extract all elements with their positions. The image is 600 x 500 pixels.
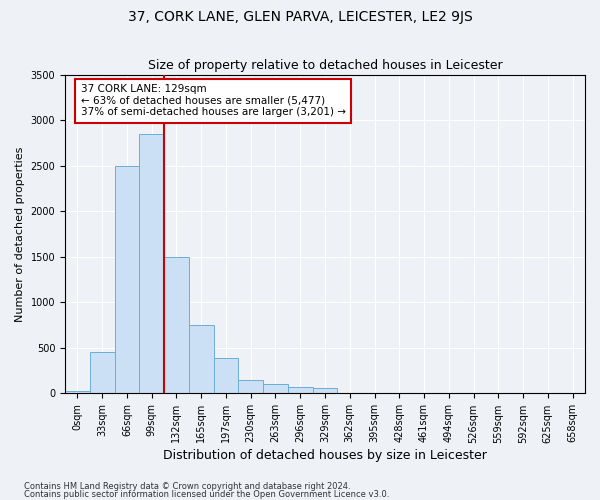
Text: 37, CORK LANE, GLEN PARVA, LEICESTER, LE2 9JS: 37, CORK LANE, GLEN PARVA, LEICESTER, LE… bbox=[128, 10, 472, 24]
Bar bbox=[164, 257, 189, 394]
Bar bbox=[139, 134, 164, 394]
Bar bbox=[313, 388, 337, 394]
Text: Contains HM Land Registry data © Crown copyright and database right 2024.: Contains HM Land Registry data © Crown c… bbox=[24, 482, 350, 491]
Title: Size of property relative to detached houses in Leicester: Size of property relative to detached ho… bbox=[148, 59, 502, 72]
Bar bbox=[288, 386, 313, 394]
Bar bbox=[238, 380, 263, 394]
Bar bbox=[90, 352, 115, 394]
Text: 37 CORK LANE: 129sqm
← 63% of detached houses are smaller (5,477)
37% of semi-de: 37 CORK LANE: 129sqm ← 63% of detached h… bbox=[80, 84, 346, 117]
Bar bbox=[214, 358, 238, 394]
Bar bbox=[65, 390, 90, 394]
Bar bbox=[263, 384, 288, 394]
Bar bbox=[115, 166, 139, 394]
X-axis label: Distribution of detached houses by size in Leicester: Distribution of detached houses by size … bbox=[163, 450, 487, 462]
Text: Contains public sector information licensed under the Open Government Licence v3: Contains public sector information licen… bbox=[24, 490, 389, 499]
Y-axis label: Number of detached properties: Number of detached properties bbox=[15, 146, 25, 322]
Bar bbox=[189, 325, 214, 394]
